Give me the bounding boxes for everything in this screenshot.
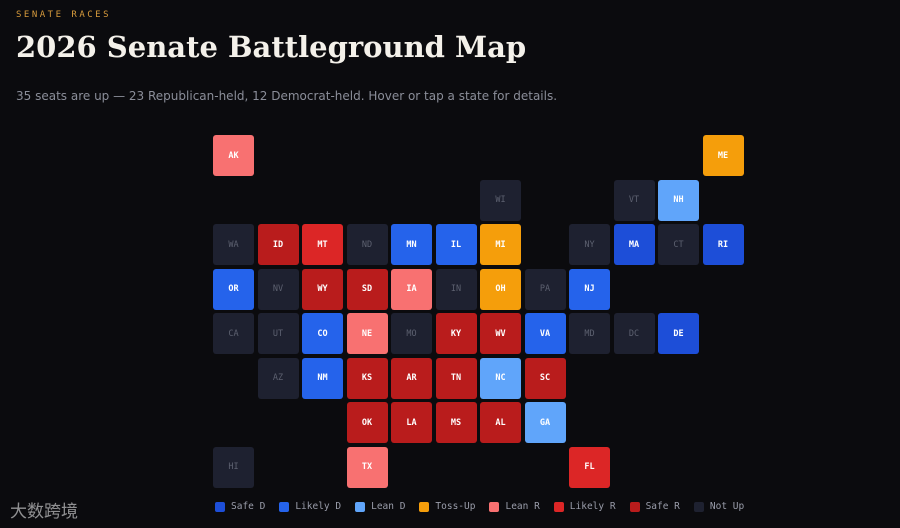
subtitle: 35 seats are up — 23 Republican-held, 12… <box>16 89 558 103</box>
legend-swatch <box>693 501 704 512</box>
state-tile[interactable]: NE <box>346 313 388 354</box>
state-tile[interactable]: RI <box>702 224 744 265</box>
state-tile[interactable]: TN <box>435 357 477 399</box>
state-tile[interactable]: HI <box>213 446 254 488</box>
state-tile[interactable]: VT <box>613 179 655 221</box>
state-tile[interactable]: KY <box>435 313 477 354</box>
legend-item: Safe D <box>215 501 265 512</box>
state-tile[interactable]: IA <box>391 268 432 310</box>
title: 2026 Senate Battleground Map <box>16 30 527 64</box>
state-tile[interactable]: IL <box>435 224 477 265</box>
legend-label: Lean D <box>371 501 406 512</box>
legend-label: Likely D <box>295 501 342 512</box>
legend-label: Safe R <box>645 501 680 512</box>
legend-swatch <box>489 501 500 512</box>
legend-label: Likely R <box>569 501 616 512</box>
state-tile[interactable]: AR <box>391 357 432 399</box>
state-tile[interactable]: LA <box>391 402 432 443</box>
state-tile[interactable]: TX <box>346 446 388 488</box>
state-tile[interactable]: SD <box>346 268 388 310</box>
state-tile[interactable]: NJ <box>569 268 610 310</box>
legend-label: Toss-Up <box>435 501 476 512</box>
legend-swatch <box>419 501 430 512</box>
legend-label: Safe D <box>231 501 266 512</box>
state-tile[interactable]: WA <box>213 224 254 265</box>
state-tile[interactable]: ID <box>257 224 299 265</box>
state-tile[interactable]: NC <box>480 357 521 399</box>
legend-item: Likely R <box>553 501 616 512</box>
state-tile[interactable]: KS <box>346 357 388 399</box>
watermark: 大数跨境 <box>10 502 78 522</box>
state-tile[interactable]: AZ <box>257 357 299 399</box>
legend-swatch <box>629 501 640 512</box>
state-tile[interactable]: WI <box>480 179 521 221</box>
state-tile[interactable]: PA <box>524 268 566 310</box>
state-tile[interactable]: MO <box>391 313 432 354</box>
state-tile[interactable]: WV <box>480 313 521 354</box>
state-tile[interactable]: CA <box>213 313 254 354</box>
state-tile[interactable]: OK <box>346 402 388 443</box>
legend-item: Lean R <box>489 501 540 512</box>
state-tile[interactable]: ND <box>346 224 388 265</box>
state-tile[interactable]: MA <box>613 224 655 265</box>
state-tile[interactable]: AL <box>480 402 521 443</box>
state-tile[interactable]: NV <box>257 268 299 310</box>
legend-item: Lean D <box>355 501 405 512</box>
state-tile[interactable]: OR <box>213 268 254 310</box>
legend-swatch <box>553 501 564 512</box>
legend-label: Lean R <box>505 501 540 512</box>
state-tile[interactable]: OH <box>480 268 521 310</box>
state-tile[interactable]: MN <box>391 224 432 265</box>
state-tile[interactable]: FL <box>569 446 610 488</box>
state-tile[interactable]: IN <box>435 268 477 310</box>
legend-label: Not Up <box>709 501 745 512</box>
state-tile[interactable]: CT <box>658 224 699 265</box>
state-tile[interactable]: WY <box>302 268 343 310</box>
legend-item: Toss-Up <box>419 501 475 512</box>
legend-item: Not Up <box>693 501 745 512</box>
state-tile[interactable]: AK <box>213 135 254 176</box>
state-tile[interactable]: MS <box>435 402 477 443</box>
state-tile[interactable]: VA <box>524 313 566 354</box>
legend-item: Safe R <box>629 501 680 512</box>
legend-item: Likely D <box>279 501 341 512</box>
legend-swatch <box>215 501 225 512</box>
state-tile[interactable]: GA <box>524 402 566 443</box>
state-tile[interactable]: DE <box>658 313 699 354</box>
state-tile[interactable]: UT <box>257 313 299 354</box>
state-tile[interactable]: ME <box>702 135 744 176</box>
state-tile[interactable]: NY <box>569 224 610 265</box>
state-tile[interactable]: MD <box>569 313 610 354</box>
state-tile[interactable]: NH <box>658 179 699 221</box>
legend: Safe D Likely D Lean D Toss-Up Lean R Likely … <box>215 501 744 512</box>
eyebrow: SENATE RACES <box>16 10 112 20</box>
state-tile[interactable]: SC <box>524 357 566 399</box>
state-tile[interactable]: NM <box>302 357 343 399</box>
state-tile[interactable]: MT <box>302 224 343 265</box>
legend-swatch <box>355 501 366 512</box>
state-tile[interactable]: MI <box>480 224 521 265</box>
state-tile[interactable]: DC <box>613 313 655 354</box>
state-tile[interactable]: CO <box>302 313 343 354</box>
legend-swatch <box>279 501 290 512</box>
